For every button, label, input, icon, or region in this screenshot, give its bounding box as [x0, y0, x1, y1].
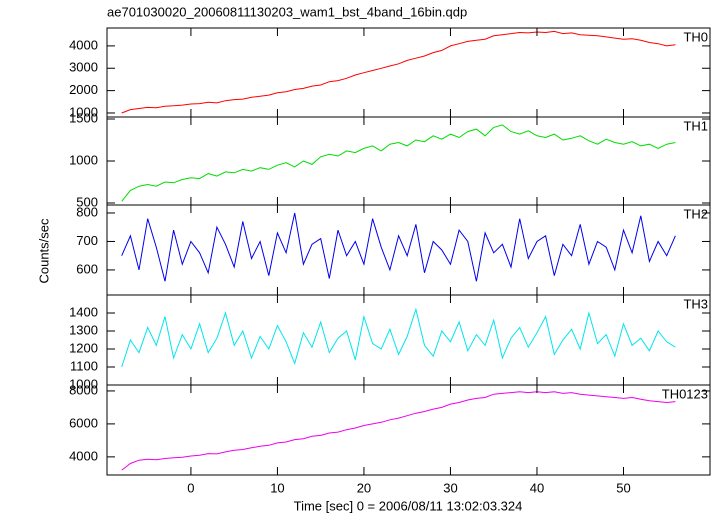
- y-tick-label: 1300: [69, 322, 98, 337]
- y-tick-label: 1000: [69, 104, 98, 119]
- x-tick-label: 40: [530, 480, 544, 495]
- y-tick-label: 700: [76, 233, 98, 248]
- series-line: [121, 212, 676, 282]
- x-axis-label: Time [sec] 0 = 2006/08/11 13:02:03.324: [294, 498, 523, 513]
- panel-label: TH3: [683, 296, 708, 311]
- y-tick-label: 1200: [69, 340, 98, 355]
- panel-frame: [106, 384, 711, 476]
- y-tick-label: 1000: [69, 376, 98, 391]
- y-tick-label: 1400: [69, 304, 98, 319]
- series-line: [121, 30, 676, 114]
- x-tick-label: 10: [270, 480, 284, 495]
- chart-title: ae701030020_20060811130203_wam1_bst_4ban…: [107, 4, 467, 19]
- panel-label: TH0123: [662, 386, 708, 401]
- panel-frame: [106, 116, 711, 206]
- y-tick-label: 1500: [69, 110, 98, 125]
- y-tick-label: 2000: [69, 82, 98, 97]
- y-tick-label: 800: [76, 204, 98, 219]
- panel-label: TH2: [683, 206, 708, 221]
- y-tick-label: 600: [76, 261, 98, 276]
- series-line: [121, 391, 676, 471]
- y-tick-label: 8000: [69, 382, 98, 397]
- y-tick-label: 1100: [70, 358, 98, 373]
- x-tick-label: 50: [616, 480, 630, 495]
- x-tick-label: 30: [443, 480, 457, 495]
- y-tick-label: 6000: [69, 415, 98, 430]
- y-tick-label: 4000: [69, 37, 98, 52]
- panel-label: TH0: [683, 29, 708, 44]
- y-tick-label: 1000: [69, 152, 98, 167]
- x-tick-label: 0: [187, 480, 194, 495]
- y-tick-label: 500: [76, 194, 98, 209]
- y-tick-label: 3000: [69, 60, 98, 75]
- panel-label: TH1: [683, 118, 708, 133]
- y-tick-label: 4000: [69, 448, 98, 463]
- x-tick-label: 20: [357, 480, 371, 495]
- series-line: [121, 307, 676, 368]
- y-axis-label: Counts/sec: [36, 218, 51, 284]
- series-line: [121, 124, 676, 202]
